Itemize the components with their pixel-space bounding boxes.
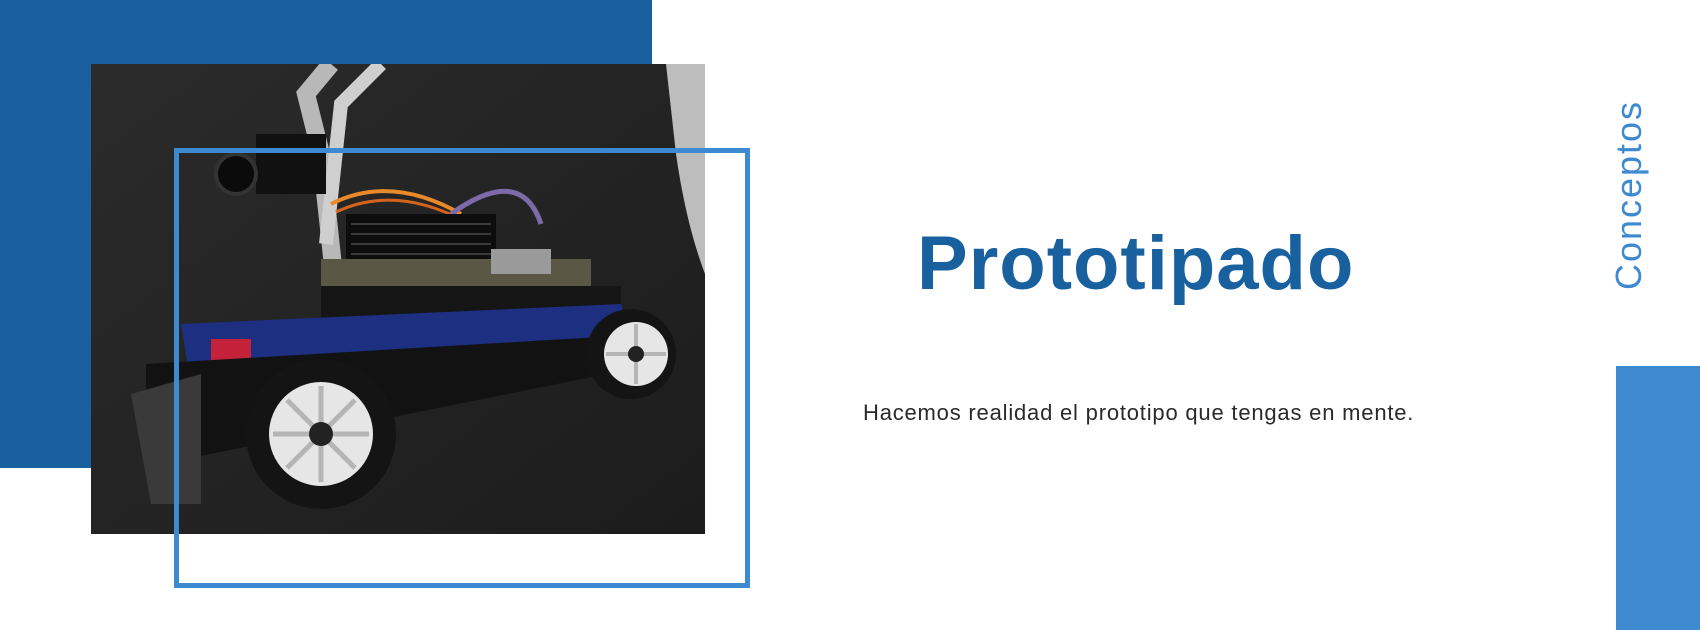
accent-outline-frame [174,148,750,588]
section-label-vertical: Conceptos [1608,99,1649,291]
accent-side-bar [1616,366,1700,630]
prototype-car-photo [91,64,705,534]
page-title: Prototipado [917,221,1355,306]
hero-subtitle: Hacemos realidad el prototipo que tengas… [863,400,1415,425]
